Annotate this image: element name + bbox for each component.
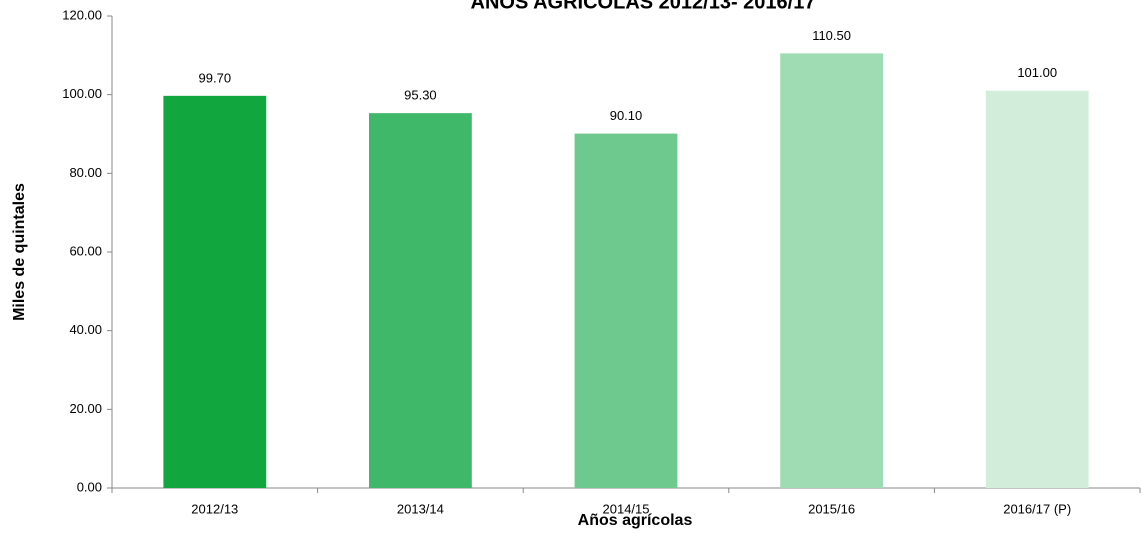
data-label: 110.50 [812,28,851,43]
y-tick-label: 60.00 [69,243,102,258]
data-label: 90.10 [610,108,643,123]
bar [780,53,883,488]
chart-title: AÑOS AGRÍCOLAS 2012/13- 2016/17 [471,0,816,13]
x-tick-label: 2015/16 [808,501,855,516]
data-label: 101.00 [1017,65,1057,80]
x-axis-title: Años agrícolas [578,512,693,529]
y-tick-label: 0.00 [77,479,102,494]
x-tick-label: 2013/14 [397,501,444,516]
bar [985,90,1089,488]
x-tick-label: 2016/17 (P) [1003,501,1071,516]
bar [574,133,678,488]
y-tick-label: 20.00 [69,401,102,416]
y-tick-label: 100.00 [62,86,102,101]
y-tick-label: 120.00 [62,7,102,22]
data-label: 95.30 [404,88,437,103]
x-tick-label: 2012/13 [191,501,238,516]
x-tick-label: 2014/15 [603,501,650,516]
y-tick-label: 80.00 [69,165,102,180]
data-label: 99.70 [199,70,232,85]
y-axis-title: Miles de quintales [11,183,28,321]
y-tick-label: 40.00 [69,322,102,337]
bar [369,113,472,489]
bar [163,95,267,488]
